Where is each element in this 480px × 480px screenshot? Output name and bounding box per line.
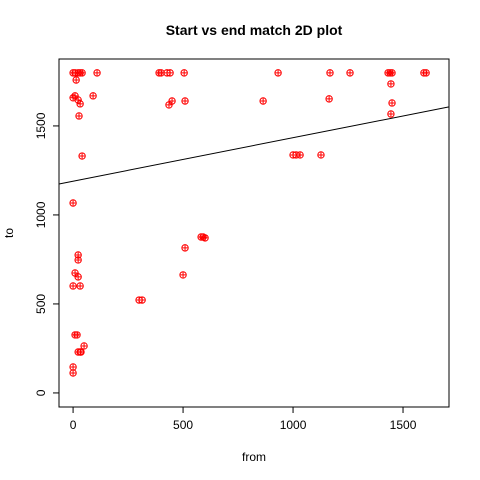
fit-line <box>58 106 450 185</box>
point <box>69 363 77 371</box>
point-cross <box>76 282 84 290</box>
point <box>179 271 187 279</box>
point-cross <box>69 369 77 377</box>
point <box>74 256 82 264</box>
point <box>80 342 88 350</box>
point-cross <box>157 69 165 77</box>
point-cross <box>326 69 334 77</box>
point-cross <box>317 151 325 159</box>
x-tick-label: 1500 <box>390 418 417 432</box>
point <box>326 69 334 77</box>
point-cross <box>69 282 77 290</box>
point-cross <box>387 110 395 118</box>
point <box>325 95 333 103</box>
point <box>274 69 282 77</box>
point-cross <box>387 80 395 88</box>
y-tick-label: 0 <box>34 389 48 396</box>
point-cross <box>181 97 189 105</box>
point <box>292 151 300 159</box>
point <box>69 199 77 207</box>
point <box>387 110 395 118</box>
point <box>73 331 81 339</box>
point <box>388 99 396 107</box>
point <box>387 80 395 88</box>
point-cross <box>74 96 82 104</box>
point <box>74 273 82 281</box>
point <box>93 69 101 77</box>
point-cross <box>179 271 187 279</box>
point-cross <box>346 69 354 77</box>
point <box>78 152 86 160</box>
point <box>180 69 188 77</box>
point <box>69 369 77 377</box>
point <box>181 244 189 252</box>
point-cross <box>72 76 80 84</box>
point <box>388 69 396 77</box>
point <box>69 282 77 290</box>
point <box>89 92 97 100</box>
point-cross <box>422 69 430 77</box>
point-cross <box>69 363 77 371</box>
point <box>181 97 189 105</box>
point-cross <box>78 69 86 77</box>
point <box>74 96 82 104</box>
point-cross <box>73 331 81 339</box>
y-axis-label: to <box>2 228 16 238</box>
point-cross <box>325 95 333 103</box>
point-cross <box>74 273 82 281</box>
point-cross <box>292 151 300 159</box>
point-cross <box>93 69 101 77</box>
point <box>165 101 173 109</box>
point <box>422 69 430 77</box>
point-cross <box>77 348 85 356</box>
x-tick-label: 1000 <box>280 418 307 432</box>
point-cross <box>259 97 267 105</box>
point-cross <box>89 92 97 100</box>
point-cross <box>165 101 173 109</box>
point-cross <box>274 69 282 77</box>
point-cross <box>181 244 189 252</box>
point-cross <box>166 69 174 77</box>
x-tick-label: 500 <box>173 418 193 432</box>
point <box>317 151 325 159</box>
point-cross <box>78 152 86 160</box>
point <box>259 97 267 105</box>
point-cross <box>201 234 209 242</box>
point-cross <box>74 256 82 264</box>
x-axis-label: from <box>242 450 266 464</box>
point <box>76 282 84 290</box>
point <box>166 69 174 77</box>
point <box>346 69 354 77</box>
point-cross <box>75 112 83 120</box>
point-cross <box>388 99 396 107</box>
point <box>201 234 209 242</box>
point <box>76 100 84 108</box>
plot-box <box>58 58 450 408</box>
point-cross <box>69 199 77 207</box>
point-cross <box>180 69 188 77</box>
point <box>77 348 85 356</box>
point-cross <box>76 100 84 108</box>
point-cross <box>80 342 88 350</box>
point <box>78 69 86 77</box>
y-tick-label: 1000 <box>34 201 48 228</box>
chart-title: Start vs end match 2D plot <box>166 22 343 38</box>
point-cross <box>388 69 396 77</box>
point <box>75 112 83 120</box>
point-cross <box>138 296 146 304</box>
y-tick-label: 1500 <box>34 112 48 139</box>
point <box>72 76 80 84</box>
x-tick-label: 0 <box>70 418 77 432</box>
point <box>138 296 146 304</box>
y-tick-label: 500 <box>34 294 48 314</box>
